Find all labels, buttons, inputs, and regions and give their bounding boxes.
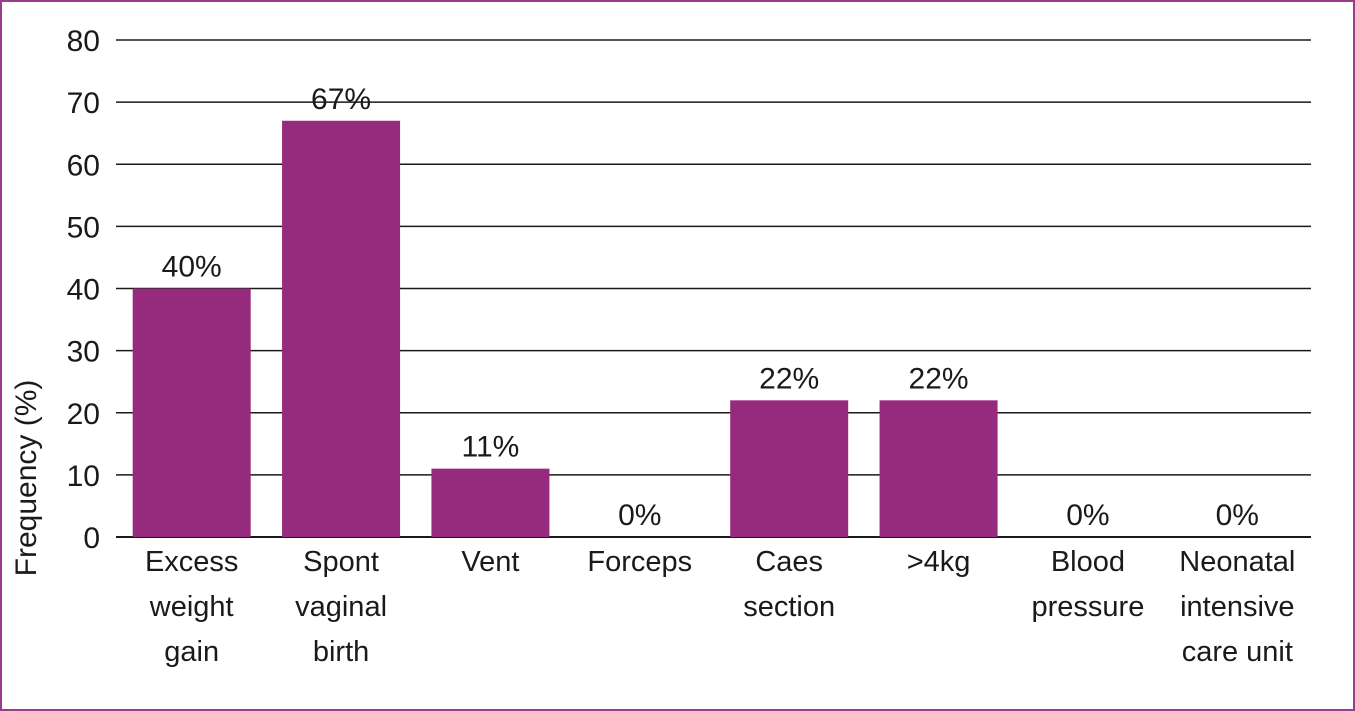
bar [431, 468, 550, 537]
y-tick-label: 20 [67, 398, 100, 431]
bar [879, 400, 998, 537]
data-label: 22% [909, 362, 969, 395]
category-label: Neonatal intensive care unit [1179, 546, 1295, 668]
data-label: 0% [618, 499, 661, 532]
y-tick-label: 40 [67, 274, 100, 307]
y-tick-label: 10 [67, 460, 100, 493]
data-label: 0% [1066, 499, 1109, 532]
data-label: 22% [759, 362, 819, 395]
y-tick-label: 0 [83, 522, 100, 555]
bar [282, 120, 401, 537]
y-axis-ticks: 0 10 20 30 40 50 60 70 80 [67, 25, 100, 555]
bar [132, 288, 251, 537]
bar [730, 400, 849, 537]
category-label: Vent [461, 546, 519, 578]
data-label: 40% [162, 251, 222, 284]
y-tick-label: 60 [67, 149, 100, 182]
data-label: 67% [311, 83, 371, 116]
category-label: Forceps [587, 546, 692, 578]
category-label: >4kg [907, 546, 971, 578]
y-tick-label: 70 [67, 87, 100, 120]
bars [132, 120, 998, 537]
category-label: Blood pressure [1032, 546, 1145, 623]
y-axis-label: Frequency (%) [10, 380, 43, 577]
category-labels: Excess weight gain Spont vaginal birth Vent For… [145, 546, 1295, 668]
category-label: Caes section [743, 546, 835, 623]
data-labels: 40% 67% 11% 0% 22% 22% 0% 0% [162, 83, 1259, 532]
data-label: 11% [462, 431, 520, 464]
y-tick-label: 50 [67, 211, 100, 244]
data-label: 0% [1216, 499, 1259, 532]
y-tick-label: 30 [67, 336, 100, 369]
y-tick-label: 80 [67, 25, 100, 58]
category-label: Spont vaginal birth [295, 546, 387, 668]
category-label: Excess weight gain [145, 546, 238, 668]
